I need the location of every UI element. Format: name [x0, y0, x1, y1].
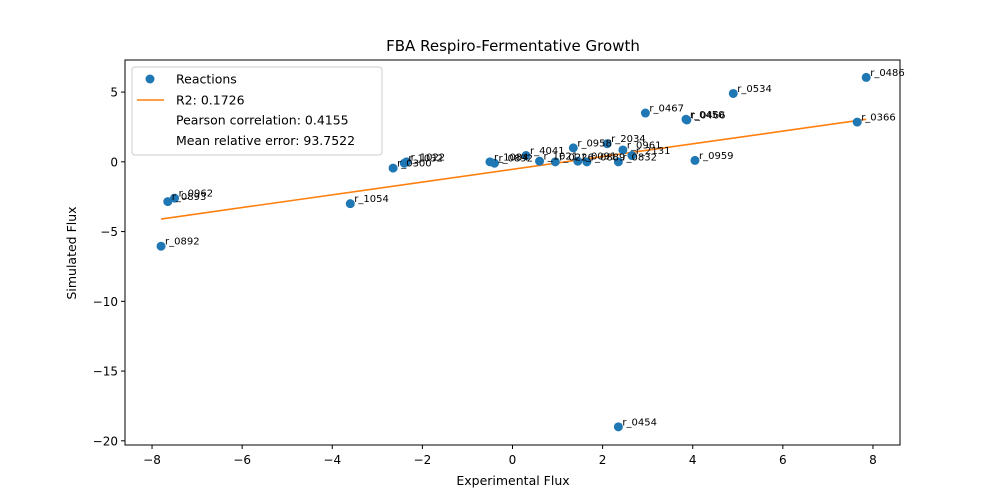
legend-point-marker	[145, 74, 155, 84]
data-point	[163, 197, 173, 207]
point-label: r_1022	[411, 152, 446, 163]
y-tick-label: −10	[93, 295, 118, 309]
data-point	[399, 158, 409, 168]
point-label: r_1084	[494, 152, 529, 163]
x-tick-label: 4	[689, 453, 697, 467]
legend-fit-label: R2: 0.1726	[176, 93, 245, 108]
fit-line-layer	[160, 118, 867, 220]
x-tick-label: −2	[414, 453, 432, 467]
data-point	[618, 145, 628, 155]
x-axis-ticks: −8 −6 −4 −2 0 2 4 6 8	[143, 445, 877, 467]
point-label: r_0534	[737, 84, 772, 95]
x-tick-label: −4	[323, 453, 341, 467]
y-tick-label: −15	[93, 365, 118, 379]
point-label: r_2131	[636, 146, 671, 157]
point-label: r_2034	[611, 134, 646, 145]
point-label: r_0889	[591, 152, 626, 163]
fit-line	[160, 118, 867, 220]
data-point	[627, 151, 637, 161]
x-tick-label: 2	[599, 453, 607, 467]
data-point	[489, 158, 499, 168]
point-label: r_1032	[408, 154, 443, 165]
y-axis-label: Simulated Flux	[64, 206, 79, 299]
data-point	[550, 157, 560, 167]
y-tick-label: −20	[93, 434, 118, 448]
point-label: r_0893	[172, 192, 207, 203]
y-tick-label: 5	[110, 86, 118, 100]
data-point	[535, 156, 545, 166]
point-label: r_0892	[498, 154, 533, 165]
data-point	[568, 143, 578, 153]
point-label: r_0466	[691, 110, 726, 121]
data-point	[613, 422, 623, 432]
data-point	[582, 157, 592, 167]
y-axis-ticks: −20 −15 −10 −5 0 5	[93, 86, 125, 448]
x-tick-label: 8	[869, 453, 877, 467]
point-label: r_0959	[699, 151, 734, 162]
data-point	[156, 241, 166, 251]
point-label: r_1021	[544, 152, 579, 163]
data-point	[602, 139, 612, 149]
data-point	[521, 151, 531, 161]
y-tick-label: −5	[100, 225, 118, 239]
points-layer	[156, 72, 871, 432]
point-label: r_0454	[622, 417, 657, 428]
data-point	[852, 117, 862, 127]
point-label: r_1054	[354, 194, 389, 205]
x-tick-label: −6	[233, 453, 251, 467]
x-tick-label: 6	[779, 453, 787, 467]
legend-pearson-label: Pearson correlation: 0.4155	[176, 113, 349, 128]
data-point	[573, 156, 583, 166]
point-label: r_0300	[397, 159, 432, 170]
point-label: r_4041	[530, 146, 565, 157]
point-label: r_0832	[622, 152, 657, 163]
legend-box	[131, 66, 383, 156]
data-point	[640, 108, 650, 118]
x-axis-label: Experimental Flux	[456, 473, 569, 488]
point-label: r_0958	[577, 138, 612, 149]
point-label: r_0486	[870, 68, 905, 79]
data-point	[388, 163, 398, 173]
y-tick-label: 0	[110, 155, 118, 169]
data-point	[861, 72, 871, 82]
data-point	[682, 115, 692, 125]
point-label: r_0450	[690, 110, 725, 121]
point-label: r_0467	[649, 104, 684, 115]
data-point	[728, 88, 738, 98]
point-label: r_0366	[861, 113, 896, 124]
legend-mre-label: Mean relative error: 93.7522	[176, 133, 355, 148]
x-tick-label: −8	[143, 453, 161, 467]
data-point	[345, 199, 355, 209]
data-point	[170, 193, 180, 203]
point-label: r_0091	[582, 152, 617, 163]
chart-title: FBA Respiro-Fermentative Growth	[386, 37, 640, 55]
point-label: r_0892	[165, 237, 200, 248]
point-label: r_0962	[179, 189, 214, 200]
data-point	[613, 157, 623, 167]
legend: Reactions R2: 0.1726 Pearson correlation…	[131, 66, 383, 156]
legend-series-label: Reactions	[176, 72, 237, 87]
data-point	[690, 155, 700, 165]
point-label: r_0961	[627, 140, 662, 151]
point-label: r_0226	[559, 152, 594, 163]
x-tick-label: 0	[509, 453, 517, 467]
